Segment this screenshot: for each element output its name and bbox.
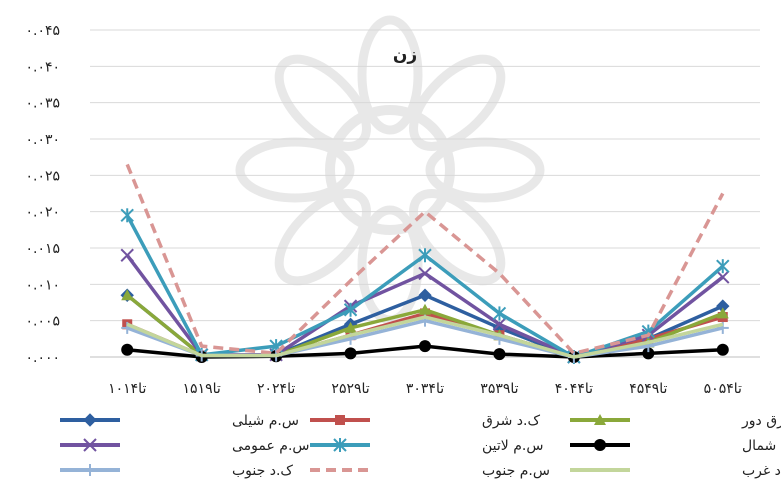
legend-swatch-marker <box>83 413 97 427</box>
data-point <box>493 348 506 361</box>
x-tick-label: ۲۵تا۲۹ <box>331 381 369 397</box>
legend-swatch-marker <box>333 438 347 452</box>
watermark-petal <box>409 54 506 151</box>
marker-stroke <box>83 438 97 452</box>
watermark-petal <box>235 137 355 203</box>
data-point <box>344 347 357 360</box>
data-point <box>121 289 134 301</box>
background-watermark-logo <box>235 15 545 325</box>
legend-label: ک.د شرق <box>482 413 540 429</box>
legend-item: س.م شیلی <box>60 413 299 429</box>
watermark-petal <box>274 54 371 151</box>
legend-label: س.م جنوب <box>482 463 550 479</box>
x-tick-label: ۳۰تا۳۴ <box>406 381 444 397</box>
legend: س.م شیلی ک.د شرق س.م آسیای شرق دور س.م عموم… <box>60 412 781 479</box>
data-point <box>418 266 432 281</box>
data-point <box>121 321 134 334</box>
data-point <box>120 248 134 262</box>
y-tick-label: ۰.۰۳۰ <box>25 132 60 148</box>
data-point <box>642 347 655 360</box>
legend-item: س.م لاتین <box>310 438 543 454</box>
series-lines <box>120 163 730 364</box>
x-tick-label: ۳۵تا۳۹ <box>480 381 518 397</box>
watermark-petal <box>274 189 371 286</box>
marker-stroke <box>492 317 507 332</box>
data-point <box>418 248 432 263</box>
x-tick-label: ۵۰تا۵۴ <box>704 381 742 397</box>
data-point <box>492 317 507 332</box>
legend-label: ک.د غرب <box>742 463 781 479</box>
legend-label: ک.د جنوب <box>232 463 293 479</box>
legend-item: ک.د غرب <box>570 463 781 479</box>
y-tick-label: ۰.۰۰۵ <box>25 314 60 330</box>
y-tick-label: ۰.۰۱۰ <box>25 277 60 293</box>
data-point <box>344 321 357 333</box>
x-tick-label: ۲۰تا۲۴ <box>257 381 295 397</box>
y-tick-label: ۰.۰۴۵ <box>25 23 60 39</box>
data-point <box>716 307 729 319</box>
legend-item: ک.د شمال <box>570 438 781 454</box>
marker-stroke <box>120 248 134 262</box>
legend-swatch-marker <box>83 438 97 452</box>
legend-label: س.م شیلی <box>232 413 299 429</box>
legend-label: ک.د شمال <box>742 438 781 454</box>
legend-item: س.م جنوب <box>310 463 550 479</box>
data-point <box>343 302 358 317</box>
y-tick-label: ۰.۰۴۰ <box>25 59 60 75</box>
series-8 <box>126 315 724 359</box>
series-line <box>126 315 724 359</box>
legend-item: ک.د شرق <box>310 413 540 429</box>
x-axis-ticks: ۱۰تا۱۴ ۱۵تا۱۹ ۲۰تا۲۴ ۲۵تا۲۹ ۳۰تا۳۴ ۳۵تا۳۹ ۴۰تا… <box>108 381 742 397</box>
y-axis-ticks: ۰.۰۰۰ ۰.۰۰۵ ۰.۰۱۰ ۰.۰۱۵ ۰.۰۲۰ ۰.۰۲۵ ۰.۰۳۰ ۰.۰۳۵… <box>25 23 60 366</box>
legend-label: س.م لاتین <box>482 438 543 454</box>
legend-label: س.م آسیای شرق دور <box>741 412 781 429</box>
x-tick-label: ۴۰تا۴۴ <box>555 381 593 397</box>
data-point <box>716 259 730 274</box>
x-tick-label: ۴۵تا۴۹ <box>629 381 667 397</box>
x-tick-label: ۱۵تا۱۹ <box>183 381 221 397</box>
marker-stroke <box>716 270 730 284</box>
legend-label: س.م عمومی <box>232 438 310 454</box>
series-4 <box>120 208 730 364</box>
data-point <box>492 306 507 321</box>
data-point <box>419 340 431 353</box>
legend-item: ک.د جنوب <box>60 463 293 479</box>
y-tick-label: ۰.۰۲۰ <box>25 205 60 221</box>
data-point <box>716 321 729 334</box>
y-tick-label: ۰.۰۱۵ <box>25 241 60 257</box>
legend-item: س.م عمومی <box>60 438 310 454</box>
watermark-ring <box>325 105 455 235</box>
legend-item: س.م آسیای شرق دور <box>570 412 781 429</box>
watermark-petal <box>357 15 423 135</box>
y-tick-label: ۰.۰۰۰ <box>25 350 60 366</box>
chart-title: زن <box>393 45 417 65</box>
legend-swatch-marker <box>335 415 345 425</box>
legend-swatch-marker <box>594 439 606 451</box>
legend-swatch-marker <box>84 464 96 476</box>
data-point <box>419 303 431 315</box>
x-tick-label: ۱۰تا۱۴ <box>108 381 146 397</box>
legend-swatch-marker <box>594 414 606 425</box>
data-point <box>716 343 729 356</box>
data-point <box>121 343 134 356</box>
data-point <box>418 288 432 302</box>
data-point <box>716 270 730 284</box>
marker-stroke <box>418 266 432 281</box>
watermark-petal <box>425 137 545 203</box>
y-tick-label: ۰.۰۳۵ <box>25 96 60 112</box>
y-tick-label: ۰.۰۲۵ <box>25 168 60 184</box>
data-point <box>120 208 134 223</box>
watermark-petal <box>409 189 506 286</box>
